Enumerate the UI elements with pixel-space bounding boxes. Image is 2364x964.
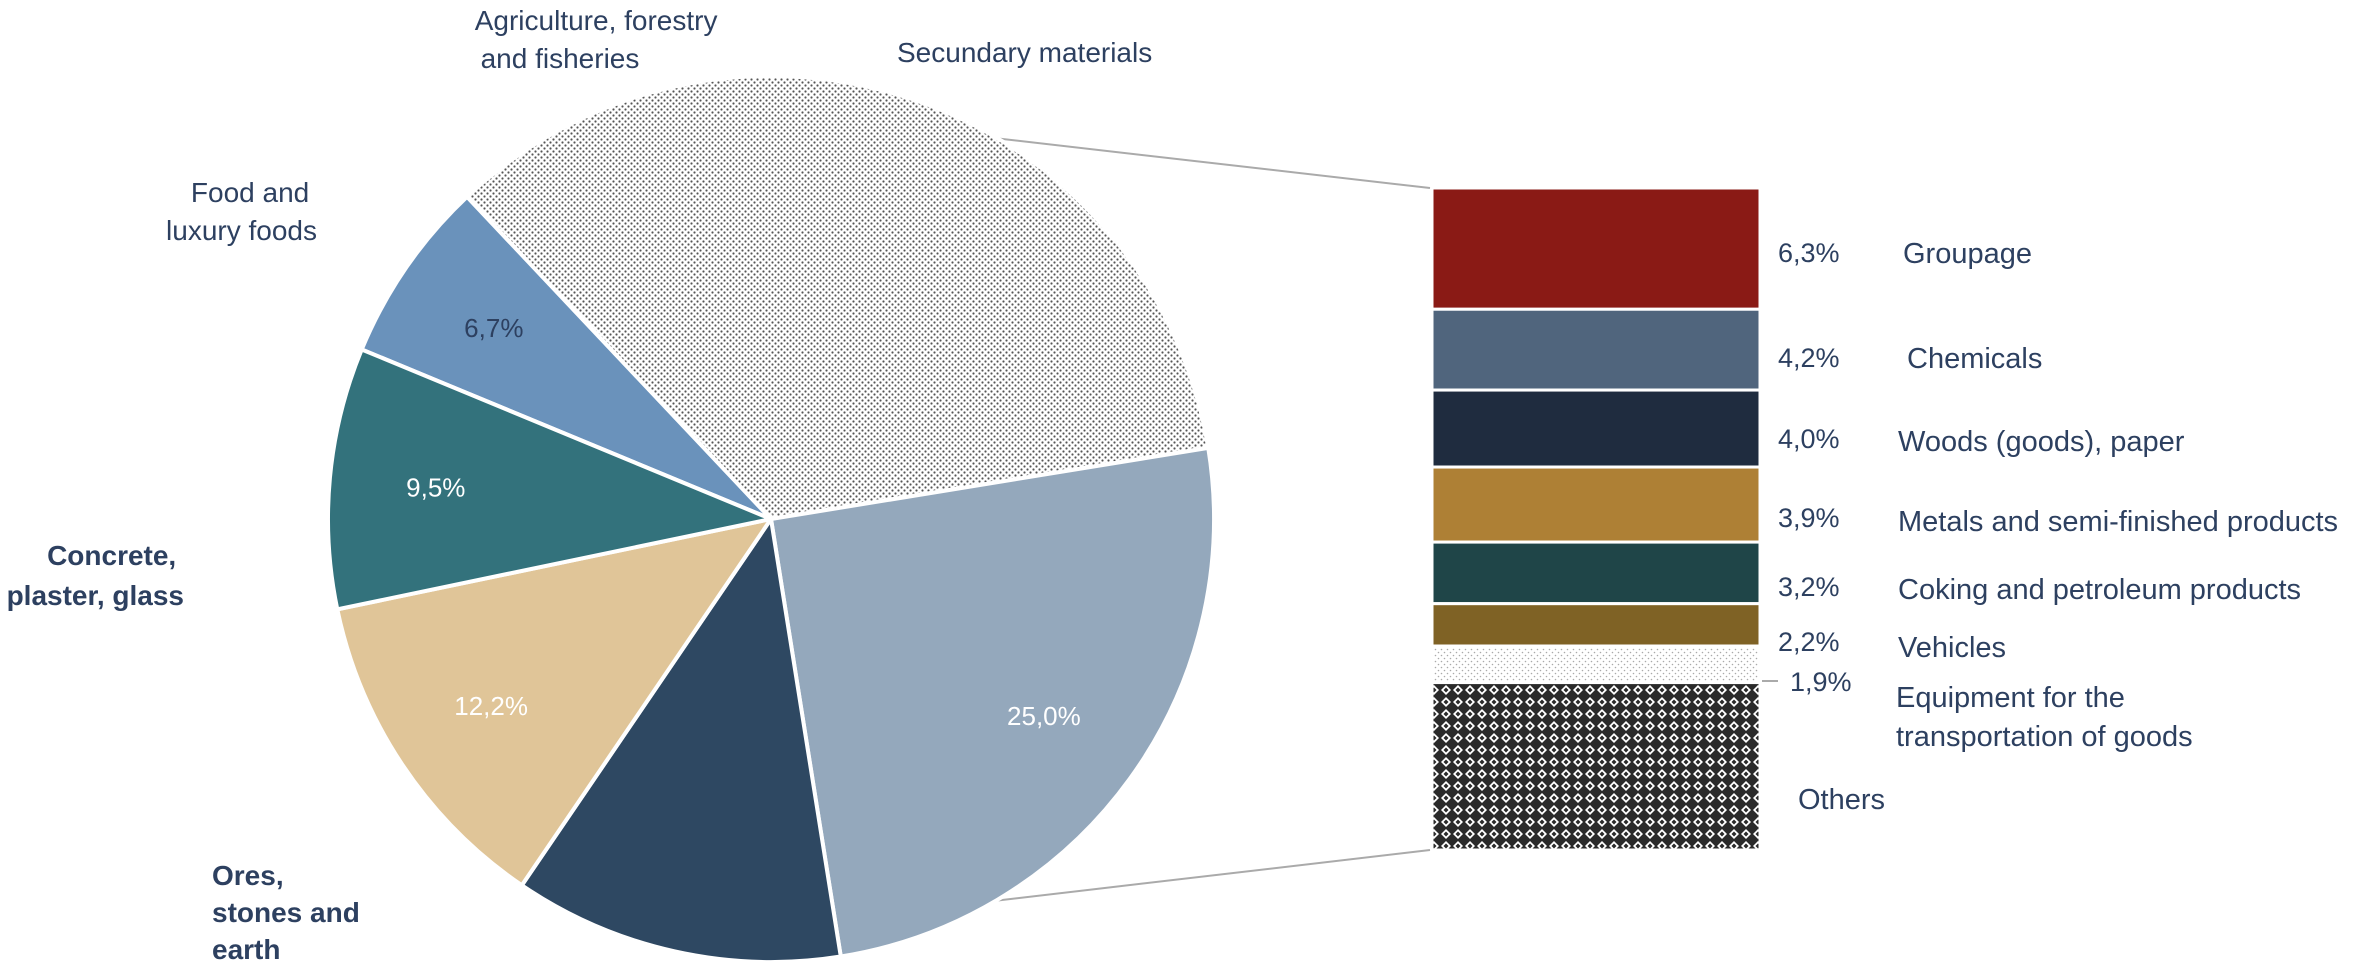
bar-label-chemicals: Chemicals (1907, 343, 2042, 375)
pie-slice-others-breakdown (464, 74, 1211, 522)
pie-value-agriculture-forestry-and-fisheries: 9,5% (406, 473, 465, 503)
pie-value-food-and-luxury-foods: 12,2% (454, 691, 528, 721)
bar-category-labels: Groupage Chemicals Woods (goods), paper … (1798, 238, 2338, 816)
pie-value-ores-stones-and-earth: 25,0% (1007, 701, 1081, 731)
bar-label-groupage: Groupage (1903, 238, 2032, 270)
pie-slice-ores-stones-and-earth (768, 445, 1216, 959)
bar-label-metals: Metals and semi-finished products (1898, 506, 2338, 538)
bar-value-metals: 3,9% (1778, 503, 1840, 533)
pie-value-secundary-materials: 6,7% (464, 313, 523, 343)
pie-slices (326, 74, 1216, 964)
bar-label-coking: Coking and petroleum products (1898, 574, 2301, 606)
bar-segments (1430, 186, 1762, 852)
bar-value-vehicles: 2,2% (1778, 627, 1840, 657)
pie-value-labels: 6,7% 25,0% 12,2% 9,5% (406, 313, 1081, 731)
bar-label-woods: Woods (goods), paper (1898, 426, 2185, 458)
connector-line-bottom (984, 849, 1431, 903)
pie-slice-concrete-plaster-glass (519, 513, 844, 964)
bar-segment-vehicles (1430, 602, 1762, 648)
connector-line-top (984, 136, 1431, 189)
bar-label-equipment: Equipment for the transportation of good… (1896, 682, 2193, 753)
label-food: Food and luxury foods (166, 177, 317, 246)
label-secundary-materials: Secundary materials (897, 37, 1152, 68)
bar-segment-woods-goods-paper (1430, 388, 1762, 469)
pie-slice-secundary-materials (359, 193, 773, 521)
label-concrete: Concrete, plaster, glass (7, 540, 184, 611)
bar-value-labels: 6,3% 4,2% 4,0% 3,9% 3,2% 2,2% 1,9% (1762, 238, 1852, 697)
bar-label-others: Others (1798, 784, 1885, 816)
bar-segment-metals-and-semi-finished-products (1430, 465, 1762, 544)
bar-segment-groupage (1430, 186, 1762, 311)
pie-slice-agriculture-forestry-and-fisheries (326, 346, 778, 612)
bar-value-woods: 4,0% (1778, 424, 1840, 454)
bar-value-equipment: 1,9% (1790, 667, 1852, 697)
label-ores: Ores, stones and earth (212, 860, 368, 964)
label-agriculture: Agriculture, forestry and fisheries (475, 5, 726, 74)
bar-segment-chemicals (1430, 307, 1762, 392)
bar-value-groupage: 6,3% (1778, 238, 1840, 268)
bar-segment-others (1430, 681, 1762, 852)
bar-segment-coking-and-petroleum-products (1430, 540, 1762, 606)
bar-label-vehicles: Vehicles (1898, 632, 2006, 664)
pie-slice-food-and-luxury-foods (334, 516, 776, 889)
bar-value-chemicals: 4,2% (1778, 343, 1840, 373)
bar-segment-equipment-for-the-transportation-of-goods (1430, 644, 1762, 685)
bar-value-coking: 3,2% (1778, 572, 1840, 602)
